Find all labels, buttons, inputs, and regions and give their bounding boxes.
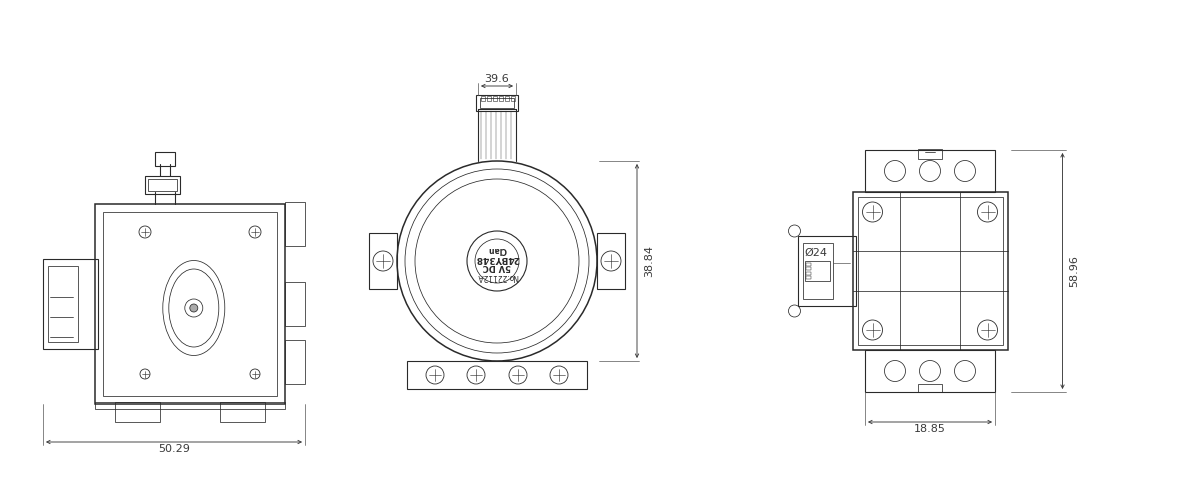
Bar — [481, 96, 485, 101]
Bar — [918, 149, 942, 159]
Bar — [286, 202, 305, 246]
Bar — [505, 96, 510, 101]
Bar — [499, 96, 502, 101]
Bar — [806, 276, 811, 279]
Bar — [286, 340, 305, 384]
Text: 50.29: 50.29 — [158, 444, 190, 454]
Bar — [511, 96, 515, 101]
Bar — [49, 266, 78, 342]
Circle shape — [190, 304, 198, 312]
Text: 58.96: 58.96 — [1070, 255, 1080, 287]
Bar — [476, 95, 518, 111]
Bar — [865, 350, 995, 392]
Bar — [406, 361, 587, 389]
Text: 38.84: 38.84 — [643, 245, 654, 277]
Text: 5V DC: 5V DC — [482, 262, 511, 271]
Bar — [865, 150, 995, 192]
Bar — [802, 243, 833, 299]
Bar — [493, 96, 497, 101]
Bar — [852, 192, 1007, 350]
Bar — [806, 271, 811, 274]
Bar — [103, 212, 277, 396]
Bar — [798, 236, 856, 306]
Text: Clan: Clan — [487, 245, 506, 253]
Text: No.22112A: No.22112A — [476, 271, 518, 280]
Bar — [95, 402, 286, 409]
Bar — [858, 197, 1003, 345]
Bar — [487, 96, 491, 101]
Text: 39.6: 39.6 — [485, 74, 510, 84]
Bar — [286, 282, 305, 326]
Bar — [918, 384, 942, 392]
Text: 24BY348: 24BY348 — [475, 253, 519, 262]
Bar — [220, 402, 265, 422]
Bar — [155, 152, 175, 166]
Bar — [115, 402, 160, 422]
Text: 18.85: 18.85 — [914, 424, 946, 434]
Bar — [806, 262, 811, 265]
Bar — [806, 267, 811, 270]
Bar — [148, 179, 177, 191]
Bar — [43, 259, 98, 349]
Bar — [805, 261, 829, 281]
Bar — [95, 204, 286, 404]
Text: Ø24: Ø24 — [805, 248, 827, 258]
Bar — [145, 176, 180, 194]
Bar — [480, 98, 514, 108]
